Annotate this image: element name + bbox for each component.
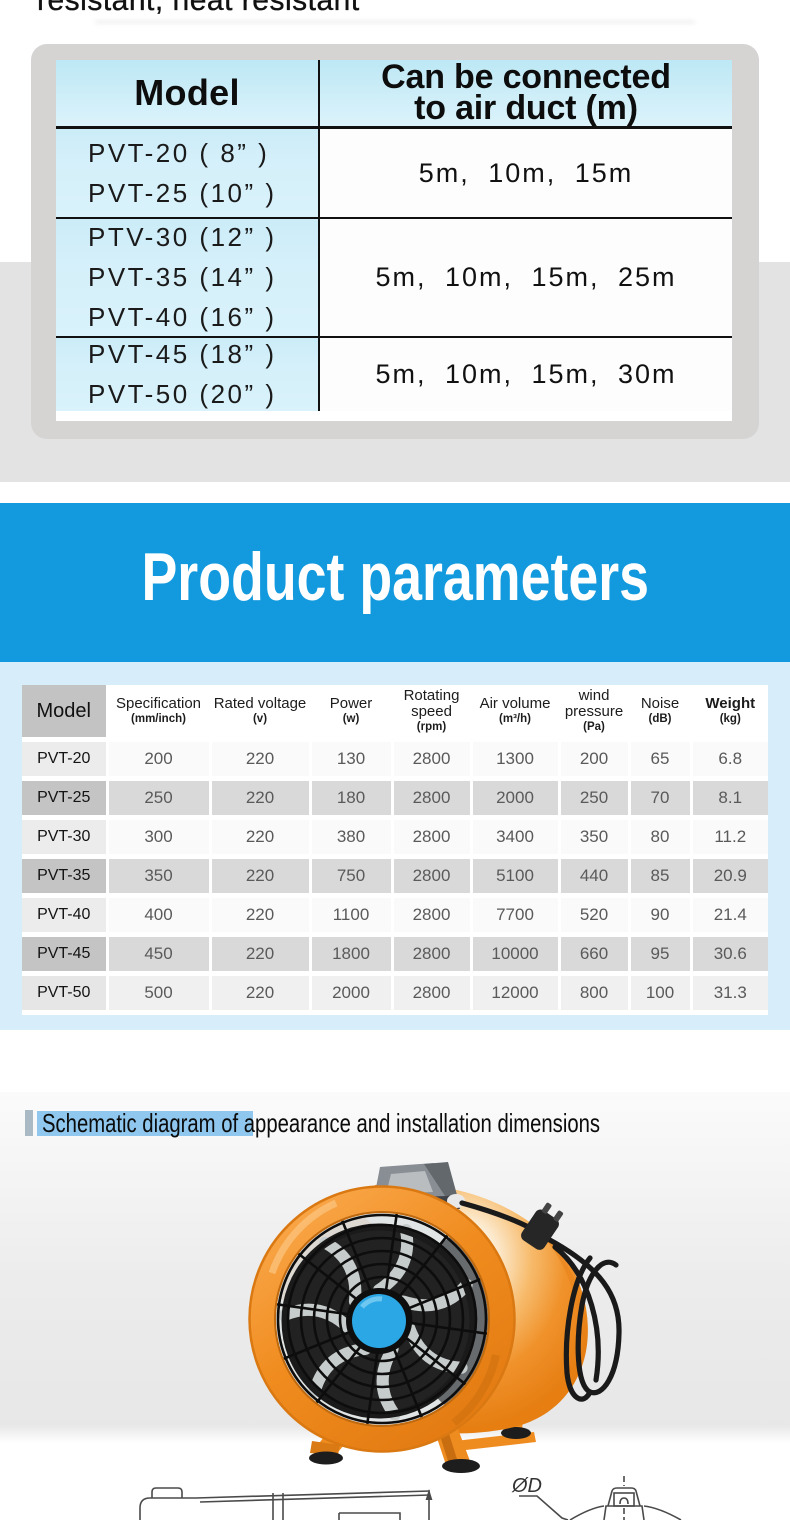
svg-text:ØD: ØD — [511, 1475, 542, 1497]
